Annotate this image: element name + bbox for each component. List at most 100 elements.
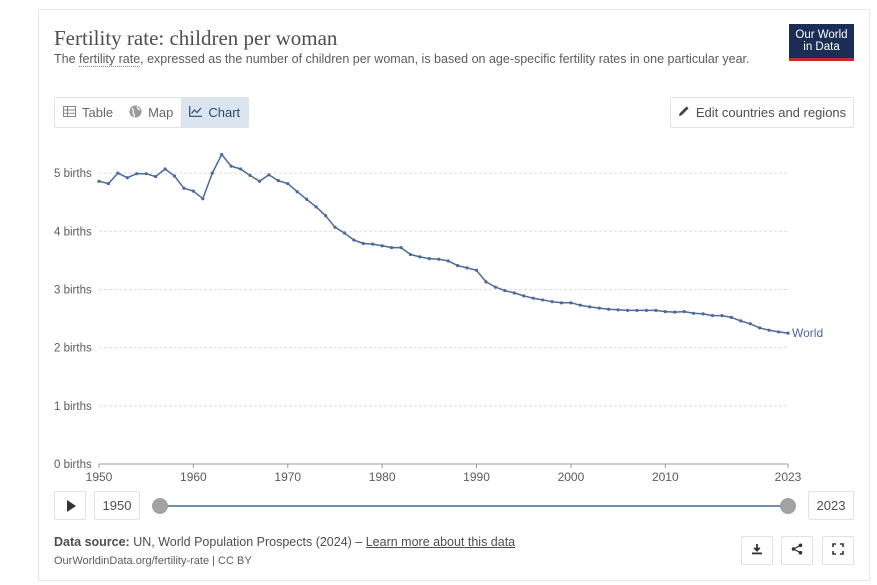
data-point[interactable] (748, 322, 752, 326)
fertility-rate-link[interactable]: fertility rate (79, 52, 141, 67)
learn-more-link[interactable]: Learn more about this data (365, 535, 516, 549)
fullscreen-icon (832, 542, 844, 560)
data-point[interactable] (201, 197, 205, 201)
data-point[interactable] (710, 314, 715, 318)
play-button[interactable] (54, 491, 86, 520)
data-point[interactable] (607, 307, 611, 311)
data-point[interactable] (389, 245, 394, 250)
data-point[interactable] (531, 296, 535, 300)
download-button[interactable] (741, 536, 773, 565)
data-point[interactable] (380, 244, 384, 248)
data-point[interactable] (191, 189, 195, 193)
data-point[interactable] (767, 328, 771, 332)
data-point[interactable] (135, 172, 139, 176)
data-point[interactable] (125, 176, 129, 180)
x-tick-label: 2000 (558, 470, 585, 484)
data-point[interactable] (220, 152, 224, 157)
timeline-track[interactable] (160, 505, 788, 507)
data-point[interactable] (474, 268, 479, 272)
data-point[interactable] (493, 285, 498, 289)
data-point[interactable] (361, 241, 365, 246)
data-point[interactable] (654, 308, 658, 312)
data-point[interactable] (625, 308, 630, 312)
data-point[interactable] (210, 171, 214, 175)
data-point[interactable] (229, 164, 233, 168)
series-label-world[interactable]: World (792, 326, 823, 340)
edit-countries-button[interactable]: Edit countries and regions (670, 97, 854, 128)
data-point[interactable] (267, 173, 271, 177)
data-point[interactable] (323, 213, 328, 218)
data-point[interactable] (588, 305, 592, 309)
data-point[interactable] (333, 225, 337, 229)
grid-layer (99, 172, 788, 407)
data-point[interactable] (446, 259, 450, 263)
data-point[interactable] (512, 291, 516, 295)
fullscreen-button[interactable] (822, 536, 854, 565)
tab-map[interactable]: Map (121, 98, 181, 127)
data-point[interactable] (342, 231, 346, 235)
data-point[interactable] (172, 174, 177, 178)
data-point[interactable] (635, 308, 639, 312)
data-point[interactable] (465, 266, 469, 270)
data-point[interactable] (286, 181, 290, 186)
data-point[interactable] (399, 245, 403, 250)
data-point[interactable] (314, 205, 318, 209)
data-point[interactable] (550, 300, 554, 304)
data-point[interactable] (720, 314, 724, 318)
data-point[interactable] (427, 257, 431, 261)
data-point[interactable] (786, 331, 790, 335)
data-point[interactable] (456, 264, 460, 268)
data-point[interactable] (97, 179, 101, 183)
data-point[interactable] (106, 181, 111, 186)
data-point[interactable] (616, 308, 620, 312)
footer-url[interactable]: OurWorldinData.org/fertility-rate | CC B… (54, 555, 252, 567)
data-point[interactable] (673, 310, 677, 314)
data-point[interactable] (371, 242, 375, 246)
data-point[interactable] (144, 172, 148, 176)
data-point[interactable] (701, 312, 705, 316)
timeline-start-year[interactable]: 1950 (94, 491, 140, 520)
data-point[interactable] (408, 252, 413, 257)
tab-chart[interactable]: Chart (181, 98, 249, 127)
data-point[interactable] (541, 298, 545, 302)
data-point[interactable] (776, 330, 781, 334)
data-point[interactable] (729, 315, 733, 319)
data-point[interactable] (569, 301, 573, 305)
data-point[interactable] (559, 301, 564, 305)
data-point[interactable] (644, 308, 649, 312)
data-point[interactable] (352, 238, 356, 242)
owid-logo[interactable]: Our World in Data (789, 24, 854, 61)
data-point[interactable] (692, 311, 696, 315)
data-point[interactable] (484, 280, 488, 284)
timeline-end-handle[interactable] (780, 498, 796, 514)
data-point[interactable] (257, 179, 262, 183)
data-point[interactable] (739, 319, 743, 323)
data-point[interactable] (163, 167, 167, 171)
data-point[interactable] (154, 174, 158, 179)
data-point[interactable] (305, 197, 309, 201)
timeline-start-handle[interactable] (152, 498, 168, 514)
data-point[interactable] (578, 303, 582, 307)
data-point[interactable] (503, 289, 507, 293)
data-point[interactable] (295, 190, 299, 194)
data-point[interactable] (418, 255, 422, 259)
data-point[interactable] (182, 186, 186, 190)
data-point[interactable] (758, 326, 762, 330)
data-point[interactable] (248, 173, 252, 178)
data-point[interactable] (116, 171, 120, 175)
share-button[interactable] (781, 536, 813, 565)
y-axis: 0 births 1 births 2 births 3 births 4 births… (54, 168, 92, 471)
data-point[interactable] (522, 294, 526, 298)
tab-table[interactable]: Table (55, 98, 121, 127)
data-point[interactable] (276, 179, 280, 183)
data-point[interactable] (597, 306, 601, 310)
view-tabs: Table Map Chart (54, 97, 250, 128)
series-line-world[interactable] (98, 153, 789, 334)
data-point[interactable] (663, 309, 667, 314)
data-point[interactable] (437, 257, 441, 261)
data-point[interactable] (682, 309, 686, 314)
timeline-end-year[interactable]: 2023 (808, 491, 854, 520)
table-icon (63, 105, 76, 120)
data-point[interactable] (238, 167, 243, 171)
